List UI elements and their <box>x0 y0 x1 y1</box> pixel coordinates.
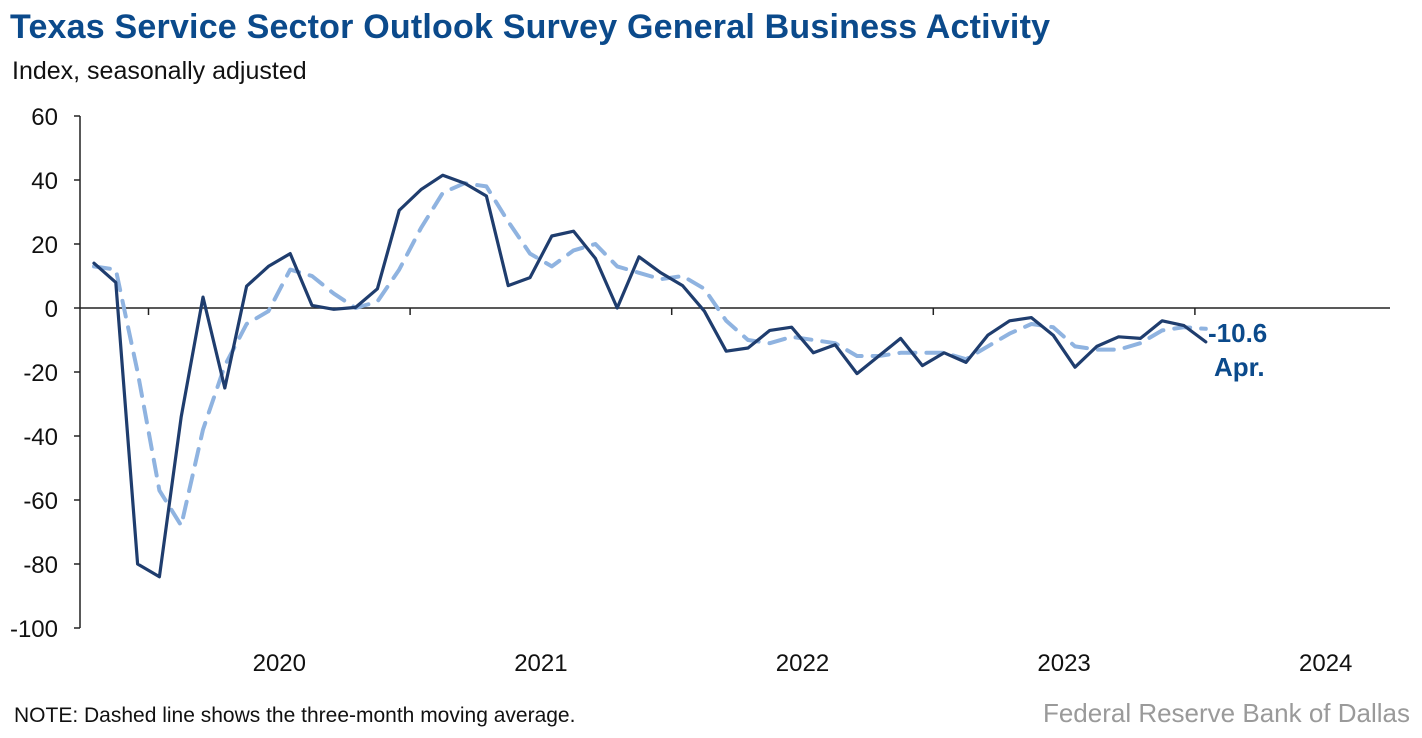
y-tick-label: -80 <box>23 552 58 579</box>
latest-month-label: Apr. <box>1214 352 1265 382</box>
y-axis-unit-label: Index, seasonally adjusted <box>12 57 307 85</box>
moving-average-line <box>92 181 1208 528</box>
x-tick-label: 2023 <box>1037 650 1090 677</box>
x-tick-label: 2021 <box>514 650 567 677</box>
y-tick-label: 0 <box>45 296 58 323</box>
latest-value-label: -10.6 <box>1208 318 1267 348</box>
y-tick-label: -20 <box>23 360 58 387</box>
y-tick-label: 60 <box>31 104 58 131</box>
y-tick-label: -60 <box>23 488 58 515</box>
y-tick-label: 40 <box>31 168 58 195</box>
x-tick-label: 2022 <box>776 650 829 677</box>
footnote: NOTE: Dashed line shows the three-month … <box>14 704 576 727</box>
y-tick-label: -40 <box>23 424 58 451</box>
index-line <box>92 173 1208 579</box>
x-tick-label: 2024 <box>1299 650 1352 677</box>
y-tick-label: 20 <box>31 232 58 259</box>
source-credit: Federal Reserve Bank of Dallas <box>1042 698 1410 728</box>
chart-title: Texas Service Sector Outlook Survey Gene… <box>10 8 1051 46</box>
y-tick-label: -100 <box>10 616 58 643</box>
x-tick-label: 2020 <box>253 650 306 677</box>
